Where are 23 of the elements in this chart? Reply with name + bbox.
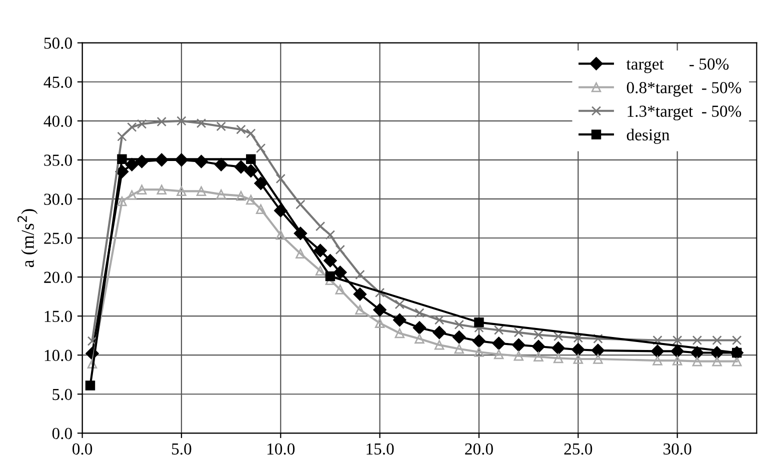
y-tick-label: 30.0 [44,194,72,205]
legend-label: 1.3*target - 50% [628,106,742,120]
x-tick-label: 0.0 [72,443,92,455]
y-tick-label: 35.0 [44,154,72,166]
y-axis-title: a (m/s$^{2}$) [17,209,38,268]
x-tick-label: 25.0 [564,443,592,455]
x-tick-label: 5.0 [172,443,192,455]
x-tick-label: 30.0 [664,443,692,455]
y-tick-label: 0.0 [52,428,72,440]
y-tick-label: 25.0 [44,232,72,244]
y-tick-label: 45.0 [44,76,72,88]
y-tick-label: 40.0 [44,116,72,127]
y-tick-label: 5.0 [52,388,72,400]
y-tick-label: 15.0 [44,310,72,322]
x-tick-label: 15.0 [366,443,394,455]
y-tick-label: 20.0 [44,272,72,284]
legend-label: target - 50% [626,58,729,74]
legend-label: 0.8*target - 50% [626,82,742,97]
legend-label: design [626,128,670,144]
x-tick-label: 10.0 [268,443,295,455]
x-tick-label: 20.0 [465,443,493,455]
y-tick-label: 50.0 [44,38,72,49]
y-tick-label: 10.0 [44,350,72,362]
